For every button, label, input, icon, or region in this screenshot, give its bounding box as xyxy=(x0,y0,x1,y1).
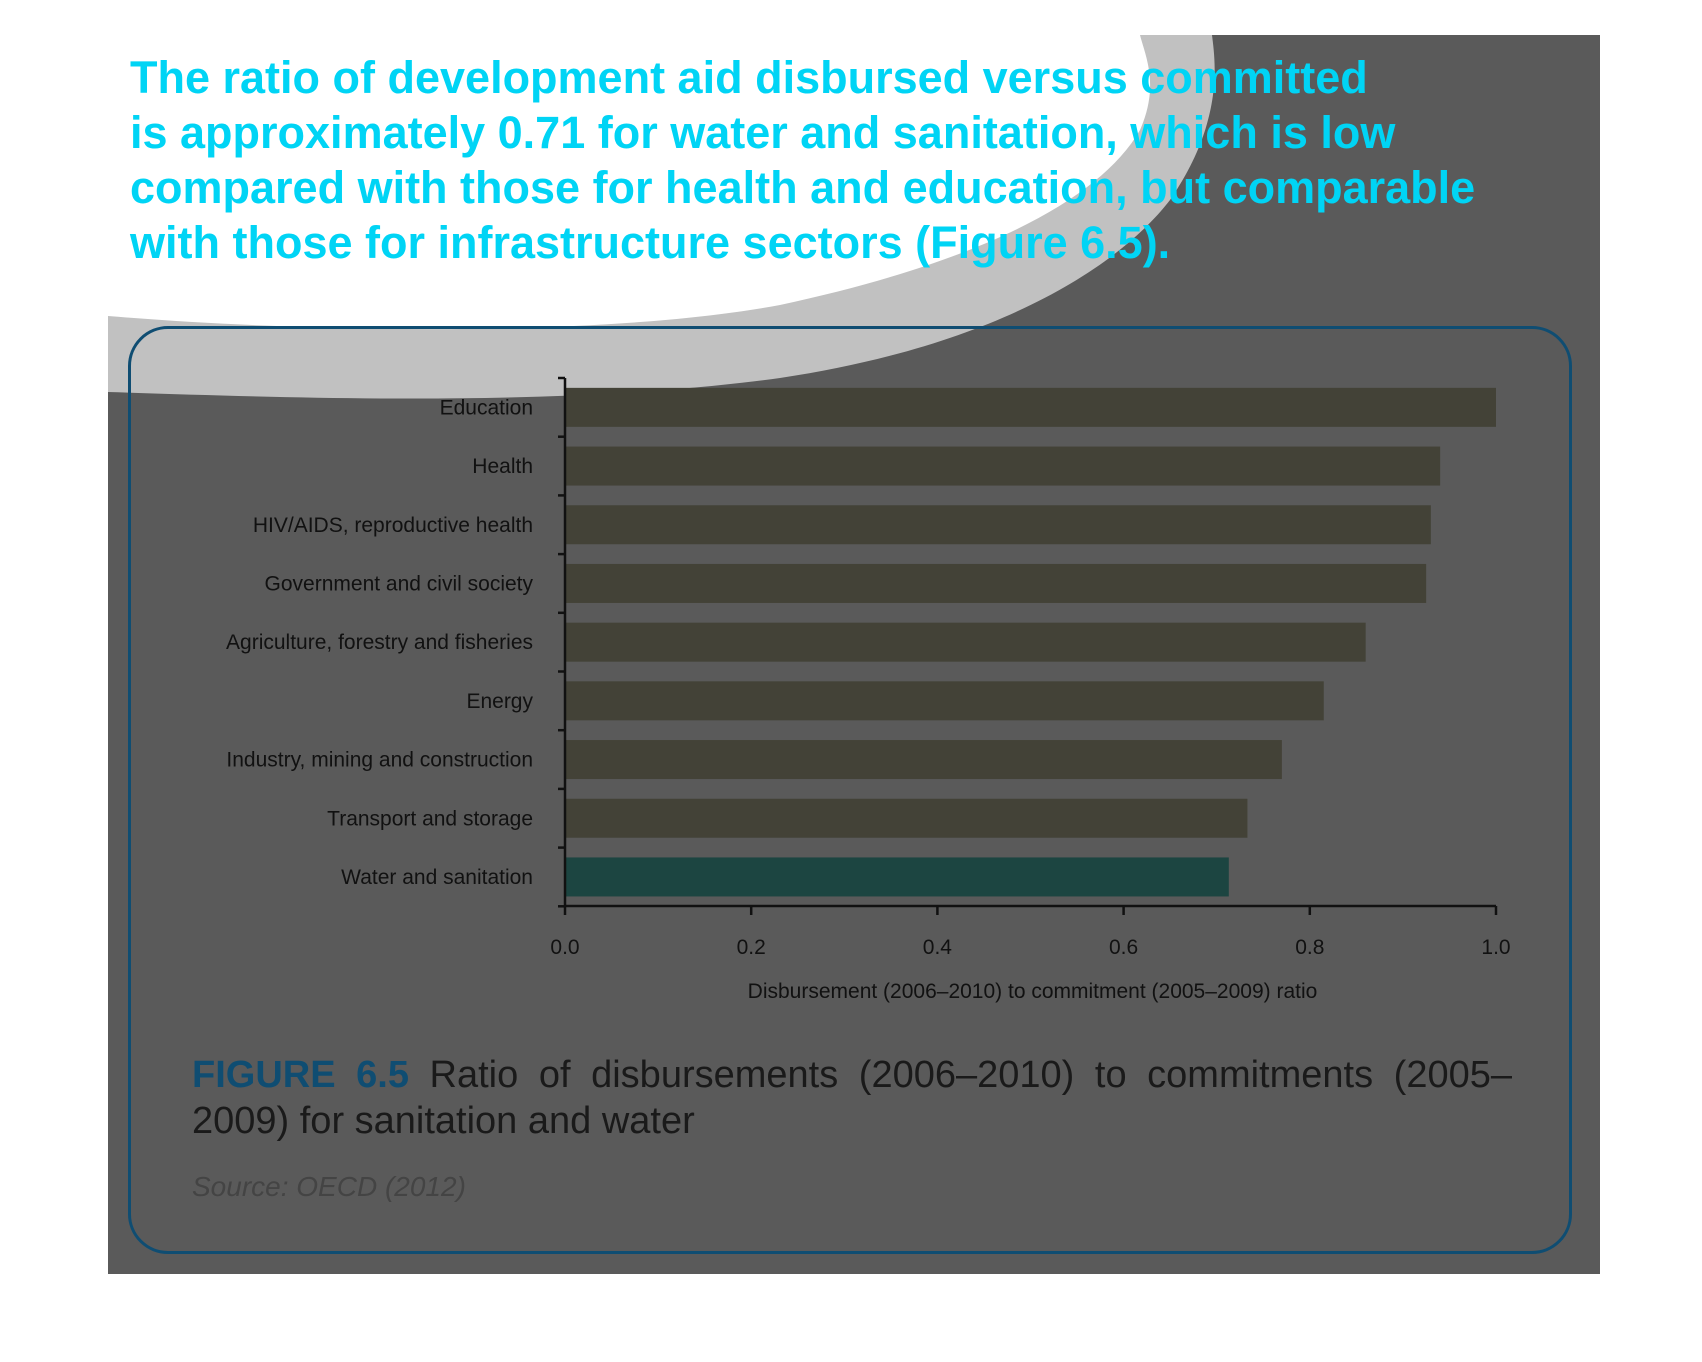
page-curl-white xyxy=(0,0,1151,330)
bar xyxy=(566,387,1496,427)
x-tick-label: 0.4 xyxy=(923,936,953,959)
bar xyxy=(566,622,1366,662)
category-label: Education xyxy=(440,396,533,419)
bar xyxy=(566,798,1248,838)
intro-line: compared with those for health and educa… xyxy=(130,162,1476,213)
source-note: Source: OECD (2012) xyxy=(192,1171,466,1202)
x-tick-label: 1.0 xyxy=(1481,936,1510,959)
x-tick-label: 0.6 xyxy=(1109,936,1138,959)
intro-paragraph: The ratio of development aid disbursed v… xyxy=(130,50,1570,270)
figure-caption: FIGURE 6.5 Ratio of disbursements (2006–… xyxy=(192,1052,1512,1144)
x-axis-title: Disbursement (2006–2010) to commitment (… xyxy=(748,980,1318,1003)
figure-frame xyxy=(128,326,1572,1254)
x-tick-label: 0.0 xyxy=(550,936,579,959)
intro-line: is approximately 0.71 for water and sani… xyxy=(130,107,1396,158)
bar xyxy=(566,681,1324,721)
x-tick-label: 0.2 xyxy=(737,936,766,959)
intro-line: with those for infrastructure sectors (F… xyxy=(130,217,1171,268)
category-label: Water and sanitation xyxy=(341,866,533,889)
bar-highlight xyxy=(566,857,1229,897)
bar xyxy=(566,740,1282,780)
category-label: Health xyxy=(472,455,533,478)
figure-label: FIGURE 6.5 xyxy=(192,1054,409,1096)
category-label: HIV/AIDS, reproductive health xyxy=(253,514,533,537)
bar xyxy=(566,505,1431,545)
category-label: Energy xyxy=(466,690,533,713)
caption-text: Ratio of disbursements (2006–2010) to co… xyxy=(192,1054,1512,1142)
x-tick-label: 0.8 xyxy=(1295,936,1324,959)
bar xyxy=(566,563,1427,603)
category-label: Agriculture, forestry and fisheries xyxy=(226,631,533,654)
category-label: Government and civil society xyxy=(265,572,534,595)
category-label: Transport and storage xyxy=(327,807,533,830)
bar xyxy=(566,446,1441,486)
intro-line: The ratio of development aid disbursed v… xyxy=(130,52,1368,103)
category-label: Industry, mining and construction xyxy=(226,749,533,772)
